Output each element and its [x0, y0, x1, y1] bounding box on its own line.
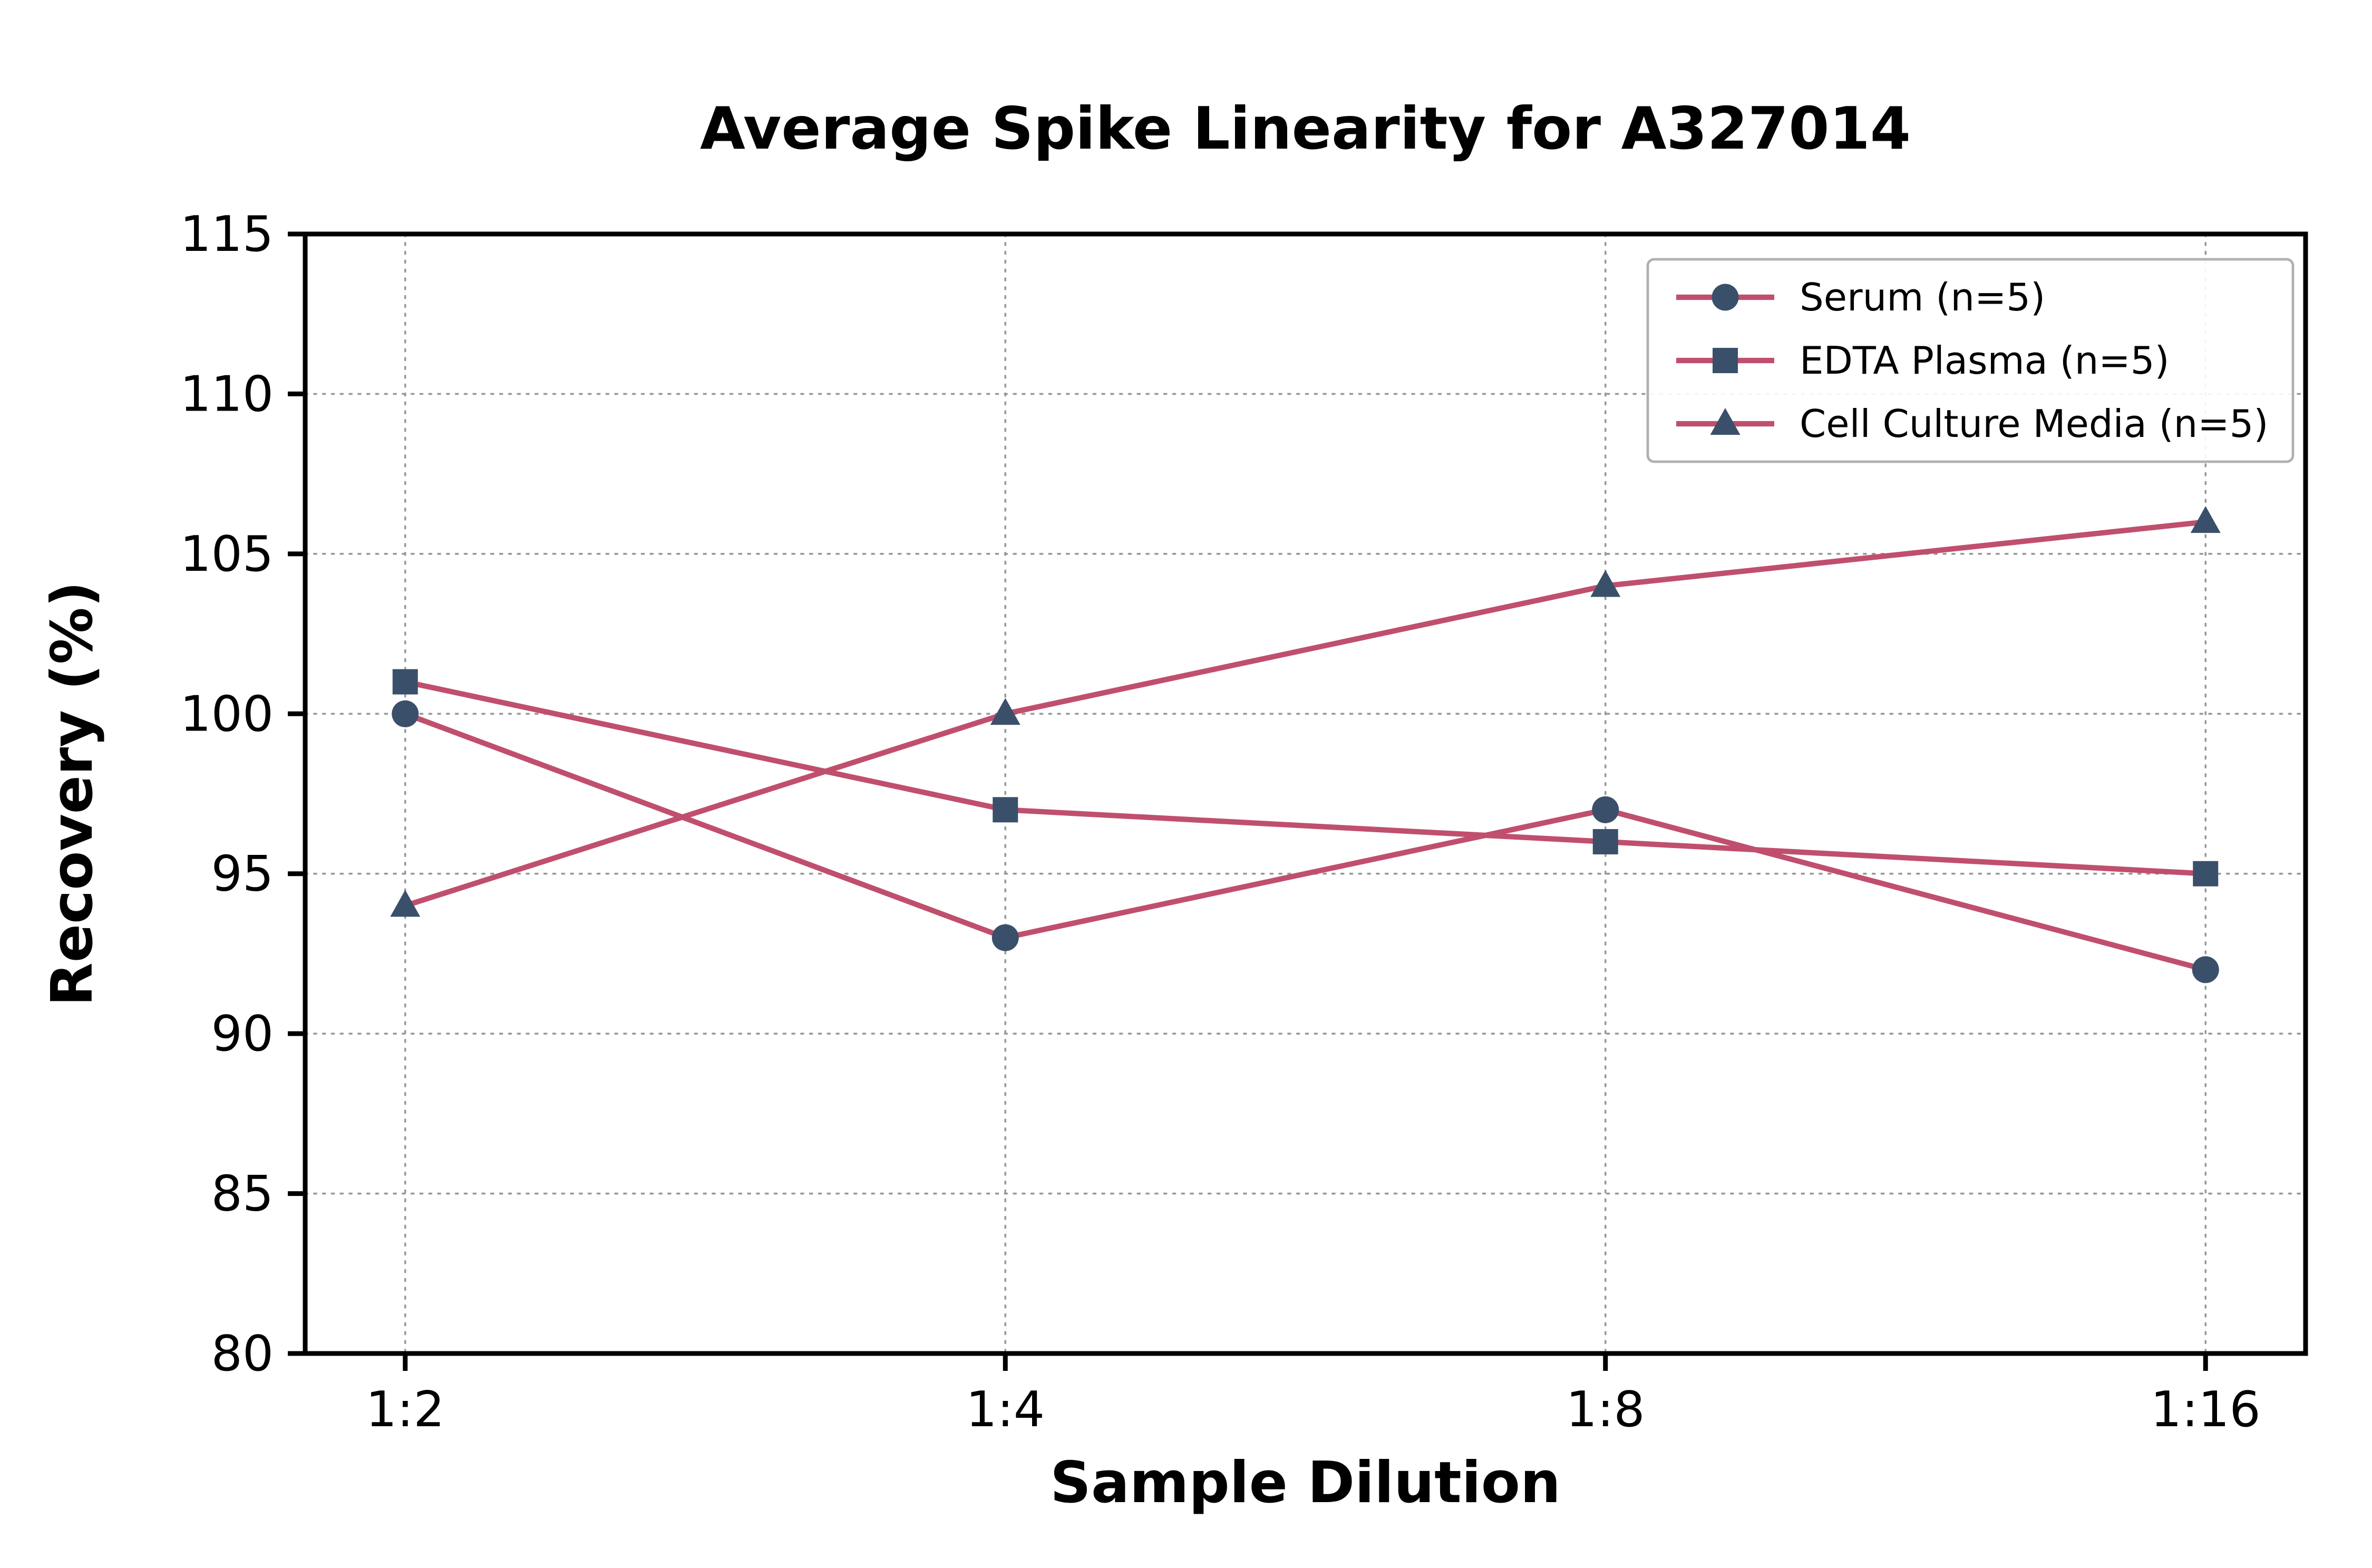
y-tick-label: 105	[180, 525, 274, 582]
circle-marker	[1592, 796, 1619, 823]
y-tick-label: 80	[211, 1325, 274, 1382]
x-tick-label: 1:4	[966, 1381, 1045, 1438]
series-line-2	[402, 519, 2209, 909]
series-lines	[402, 519, 2209, 972]
y-tick-label: 110	[180, 365, 274, 422]
circle-marker	[991, 924, 1019, 951]
triangle-marker	[390, 890, 421, 917]
x-tick-label: 1:16	[2151, 1381, 2261, 1438]
legend-frame	[1646, 258, 2295, 463]
triangle-marker	[990, 698, 1020, 725]
x-tick-label: 1:2	[366, 1381, 445, 1438]
triangle-marker	[2190, 506, 2221, 533]
triangle-marker-legend	[1710, 408, 1741, 435]
legend-label: Cell Culture Media (n=5)	[1800, 402, 2269, 446]
y-tick-label: 95	[211, 845, 274, 902]
circle-marker-legend	[1712, 284, 1739, 311]
legend-box: Serum (n=5) EDTA Plasma (n=5) Cell Culture…	[1646, 258, 2295, 463]
square-marker	[2193, 861, 2219, 887]
x-tick-label: 1:8	[1566, 1381, 1645, 1438]
legend-entry-1: EDTA Plasma (n=5)	[1676, 338, 2170, 383]
square-marker	[1592, 829, 1618, 855]
series-line-0	[402, 711, 2209, 972]
y-tick-label: 100	[180, 685, 274, 742]
circle-marker	[392, 700, 419, 727]
chart-title: Average Spike Linearity for A327014	[700, 95, 1911, 163]
plot-border	[303, 231, 2308, 1356]
legend-entry-0: Serum (n=5)	[1676, 275, 2045, 319]
series-markers	[390, 506, 2221, 983]
triangle-marker	[1590, 570, 1621, 597]
y-tick-label: 115	[180, 206, 274, 262]
square-marker	[993, 797, 1018, 823]
circle-marker	[2192, 956, 2219, 983]
legend-entry-2: Cell Culture Media (n=5)	[1676, 402, 2269, 446]
y-tick-label: 85	[211, 1165, 274, 1222]
square-marker	[392, 669, 418, 695]
x-axis-label: Sample Dilution	[1050, 1450, 1561, 1516]
square-marker-legend	[1713, 348, 1738, 373]
legend-label: Serum (n=5)	[1800, 275, 2045, 319]
legend-label: EDTA Plasma (n=5)	[1800, 338, 2170, 383]
axis-ticks: 80 85 90 95 100 105 110 115 1:2 1:4 1:8 1:16	[180, 206, 2260, 1438]
series-line-1	[402, 679, 2209, 876]
y-axis-label: Recovery (%)	[40, 581, 105, 1006]
y-tick-label: 90	[211, 1005, 274, 1062]
